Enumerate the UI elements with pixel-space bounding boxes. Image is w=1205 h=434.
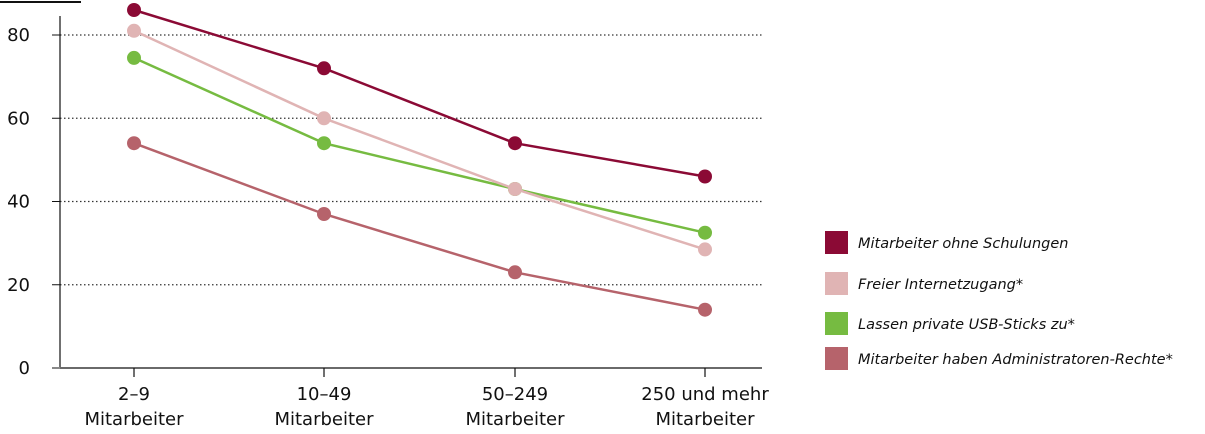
data-point [508,182,522,196]
x-category-label: Mitarbeiter [655,409,755,430]
legend: Mitarbeiter ohne Schulungen Freier Intern… [825,231,1173,370]
data-point [317,136,331,151]
data-point [317,61,331,76]
series-line [133,56,706,234]
data-point [698,169,712,184]
y-tick-label: 20 [7,275,30,296]
data-point [508,136,522,151]
x-category-label: Mitarbeiter [84,409,184,430]
data-point [317,111,331,126]
data-point [127,136,141,151]
legend-label: Mitarbeiter haben Administratoren-Rechte… [858,352,1173,368]
series-line [133,8,706,178]
x-category-label: Mitarbeiter [465,409,565,430]
x-category-label: 10–49 [297,384,352,405]
y-tick-label: 80 [7,25,30,46]
x-category-label: 250 und mehr [641,384,769,405]
legend-label: Freier Internetzugang* [858,277,1023,293]
gridlines [60,34,762,286]
legend-swatch [825,272,848,295]
y-axis-ticks: 0 20 40 60 80 [7,25,60,379]
data-point [698,242,712,257]
data-point [127,23,141,38]
legend-swatch [825,231,848,254]
data-point [127,50,141,65]
series-line [133,29,706,251]
series-4 [127,136,712,317]
axes [0,1,762,369]
series-2 [127,23,712,257]
x-category-label: 50–249 [482,384,548,405]
legend-label: Mitarbeiter ohne Schulungen [858,236,1068,252]
data-point [698,225,712,240]
y-tick-label: 0 [19,358,30,379]
data-point [508,265,522,280]
x-category-label: Mitarbeiter [274,409,374,430]
data-point [317,207,331,221]
data-point [698,302,712,317]
x-axis-categories: 2–9 Mitarbeiter 10–49 Mitarbeiter 50–249 Mita… [84,368,769,430]
legend-label: Lassen private USB-Sticks zu* [858,317,1075,333]
series-1 [127,3,712,184]
data-point [127,3,141,17]
legend-swatch [825,347,848,370]
y-tick-label: 60 [7,108,30,129]
series-3 [127,50,712,240]
legend-swatch [825,312,848,335]
series-line [133,142,706,311]
x-category-label: 2–9 [118,384,150,405]
y-tick-label: 40 [7,192,30,213]
series-group [127,3,712,317]
